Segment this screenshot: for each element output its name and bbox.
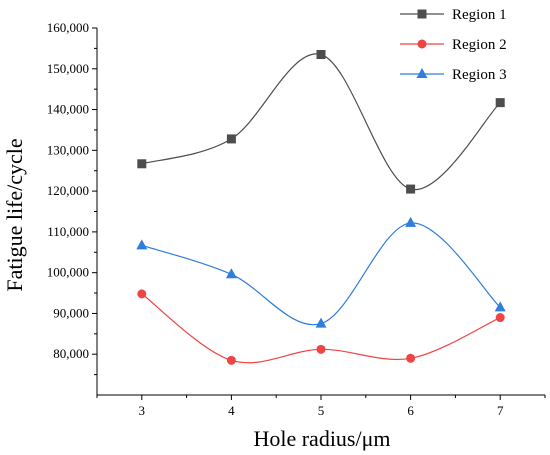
legend-label: Region 3 [452, 67, 507, 83]
y-tick-label: 110,000 [47, 224, 89, 239]
legend-entry-1: Region 1 [400, 7, 507, 23]
legend-label: Region 2 [452, 37, 507, 53]
series-layer [136, 50, 506, 365]
y-tick-label: 120,000 [47, 183, 89, 198]
data-point [226, 355, 236, 365]
y-tick-label: 100,000 [47, 265, 89, 280]
data-point [315, 317, 327, 328]
legend: Region 1 Region 2 Region 3 [400, 7, 507, 83]
data-point [136, 239, 148, 250]
series-2 [137, 289, 505, 365]
series-line [141, 53, 501, 190]
x-tick-label: 3 [139, 403, 146, 418]
axes: 80,000 90,000 100,000 110,000 120,000 130,000… [47, 20, 546, 418]
x-tick-label: 6 [407, 403, 414, 418]
x-axis-title: Hole radius/μm [253, 426, 390, 451]
x-tick-label: 7 [497, 403, 504, 418]
data-point [495, 98, 505, 108]
series-1 [137, 50, 505, 194]
legend-label: Region 1 [452, 7, 507, 23]
legend-marker [417, 39, 427, 49]
x-tick-label: 5 [318, 403, 325, 418]
series-3 [136, 216, 506, 328]
data-point [406, 184, 416, 194]
x-tick-label: 4 [228, 403, 235, 418]
data-point [137, 289, 147, 299]
data-point [406, 353, 416, 363]
legend-marker [416, 68, 428, 78]
series-line [141, 222, 501, 326]
y-tick-label: 150,000 [47, 61, 89, 76]
legend-entry-3: Region 3 [400, 67, 507, 83]
y-tick-label: 160,000 [47, 20, 89, 35]
y-tick-label: 80,000 [53, 346, 89, 361]
data-point [137, 159, 147, 169]
data-point [226, 134, 236, 144]
y-tick-label: 90,000 [53, 305, 89, 320]
data-point [405, 216, 417, 227]
y-tick-label: 140,000 [47, 102, 89, 117]
data-point [495, 313, 505, 323]
legend-entry-2: Region 2 [400, 37, 507, 53]
data-point [225, 268, 237, 279]
y-axis-title: Fatigue life/cycle [2, 138, 27, 291]
data-point [316, 344, 326, 354]
data-point [316, 50, 326, 60]
legend-marker [417, 9, 427, 19]
y-tick-label: 130,000 [47, 142, 89, 157]
data-point [494, 301, 506, 312]
